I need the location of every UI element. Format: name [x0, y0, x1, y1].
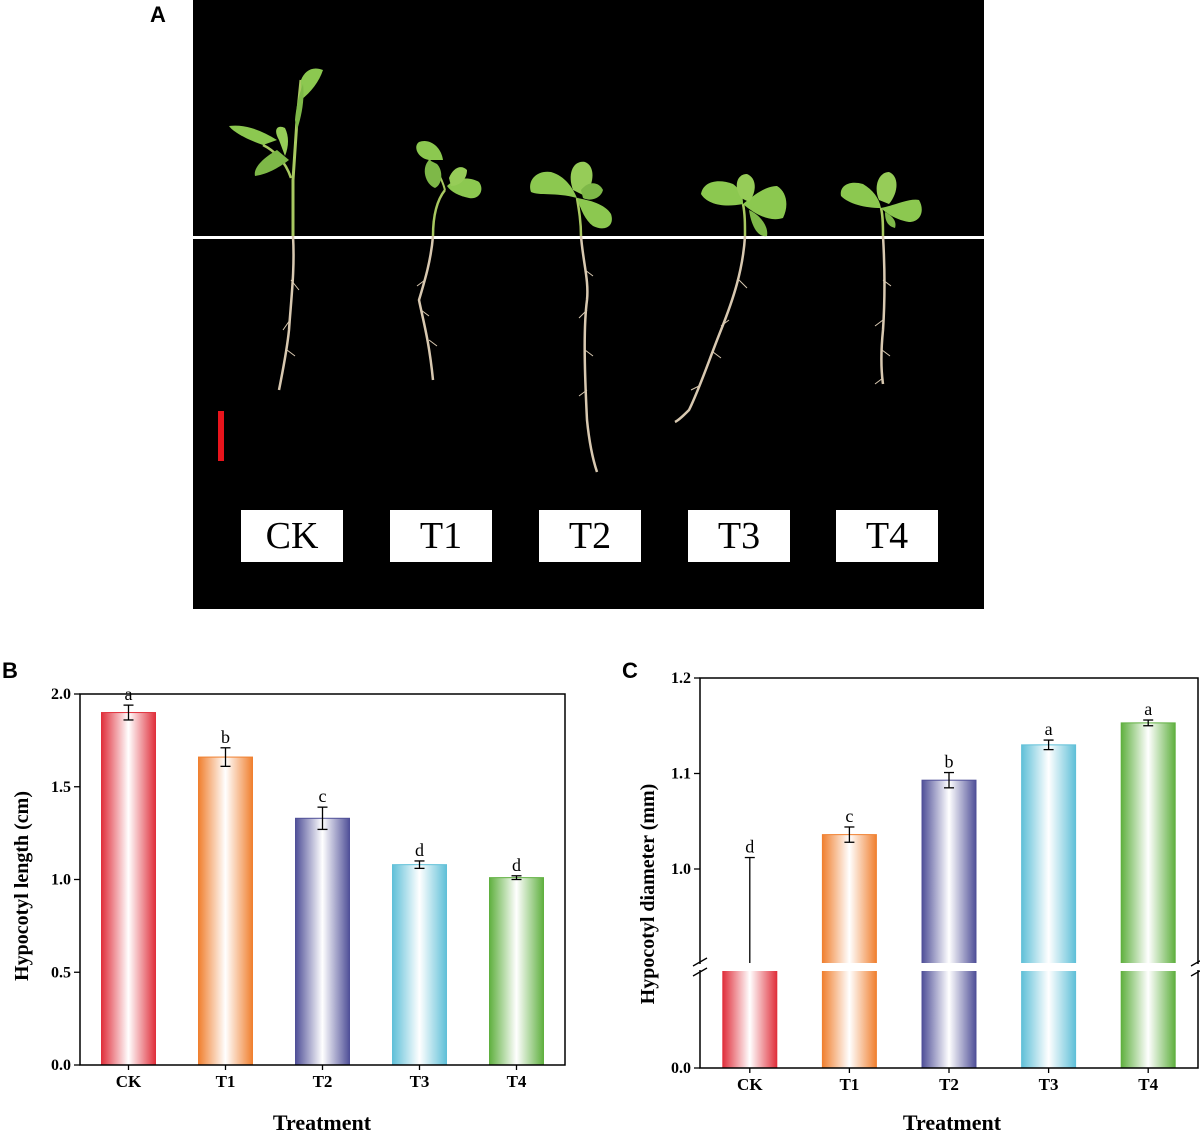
y-tick-label-2.0: 2.0 — [51, 686, 71, 703]
x-tick-label-t1: T1 — [216, 1072, 236, 1091]
axis-break-band — [690, 963, 1200, 971]
x-tick-label-t2: T2 — [313, 1072, 333, 1091]
y-tick-label-0.0: 0.0 — [671, 1060, 691, 1077]
bar-ck — [101, 712, 156, 1066]
break-gap-left — [697, 964, 703, 970]
break-mark-lower-left — [692, 967, 708, 977]
bar-t2 — [295, 817, 350, 1066]
seedling-t2 — [530, 161, 612, 473]
bar-t3 — [1021, 744, 1077, 1069]
seedling-photo: CK T1 T2 T3 T4 — [193, 0, 984, 609]
seedling-t4 — [840, 172, 922, 385]
significance-letter-t1: c — [845, 806, 853, 826]
y-tick-label-1.5: 1.5 — [51, 779, 71, 796]
x-tick-label-ck: CK — [116, 1072, 142, 1091]
photo-label-t4: T4 — [836, 510, 938, 562]
x-axis-label: Treatment — [273, 1110, 372, 1135]
significance-letter-t2: c — [319, 786, 327, 806]
y-tick-label-1.0: 1.0 — [671, 861, 691, 878]
bars-group: d c b a a — [722, 699, 1176, 1069]
y-tick-label-1.1: 1.1 — [671, 766, 691, 783]
significance-letter-t4: a — [1144, 699, 1152, 719]
y-axis-label: Hypocotyl diameter (mm) — [637, 784, 659, 1005]
x-axis-label: Treatment — [903, 1110, 1002, 1135]
seedling-ck — [229, 68, 323, 391]
y-tick-label-0.5: 0.5 — [51, 964, 71, 981]
significance-letter-t3: a — [1045, 719, 1053, 739]
y-tick-label-0.0: 0.0 — [51, 1057, 71, 1074]
plot-frame — [699, 677, 1199, 1069]
x-tick-label-t3: T3 — [410, 1072, 430, 1091]
x-tick-label-t3: T3 — [1039, 1075, 1059, 1094]
significance-letter-ck: d — [745, 837, 754, 857]
x-tick-label-t4: T4 — [1138, 1075, 1158, 1094]
x-tick-label-ck: CK — [737, 1075, 763, 1094]
seedling-t3 — [674, 174, 787, 424]
bar-t2 — [921, 779, 977, 1069]
photo-label-ck: CK — [241, 510, 343, 562]
bar-t3 — [392, 864, 447, 1066]
x-tick-label-t4: T4 — [507, 1072, 527, 1091]
axes-group: CK T1 T2 T3 T4 0.0 0.5 1.0 1.5 2.0 — [51, 686, 566, 1091]
seedling-t1 — [416, 140, 482, 381]
scale-bar — [218, 411, 224, 461]
bar-t4 — [1120, 722, 1176, 1069]
significance-letter-t1: b — [221, 727, 230, 747]
bar-ck — [722, 967, 778, 1069]
photo-label-t1: T1 — [390, 510, 492, 562]
significance-letter-t3: d — [415, 840, 424, 860]
y-axis-label: Hypocotyl length (cm) — [11, 791, 33, 981]
bar-t1 — [198, 756, 253, 1066]
panel-letter-a: A — [150, 2, 166, 27]
bar-t1 — [821, 834, 877, 1069]
photo-label-t2: T2 — [539, 510, 641, 562]
bar-t4 — [489, 877, 544, 1066]
y-tick-label-1.0: 1.0 — [51, 872, 71, 889]
seedling-illustration — [193, 68, 984, 473]
panel-letter-c: C — [622, 658, 638, 683]
photo-label-t3: T3 — [688, 510, 790, 562]
break-mark-upper-right — [1190, 960, 1200, 967]
panel-letter-b: B — [2, 658, 18, 683]
x-tick-label-t2: T2 — [939, 1075, 959, 1094]
significance-letter-t4: d — [512, 855, 521, 875]
hypocotyl-diameter-chart: d c b a a CK T1 T2 T3 T4 0.0 1.0 1.1 1.2 Treatment H… — [637, 670, 1200, 1135]
break-mark-upper-left — [692, 957, 708, 967]
break-gap-right — [1195, 964, 1200, 970]
axes-group: CK T1 T2 T3 T4 0.0 1.0 1.1 1.2 — [671, 670, 1200, 1094]
y-tick-label-1.2: 1.2 — [671, 670, 691, 687]
significance-letter-t2: b — [945, 752, 954, 772]
x-tick-label-t1: T1 — [839, 1075, 859, 1094]
break-mark-lower-right — [1190, 970, 1200, 977]
reference-line — [193, 236, 984, 239]
